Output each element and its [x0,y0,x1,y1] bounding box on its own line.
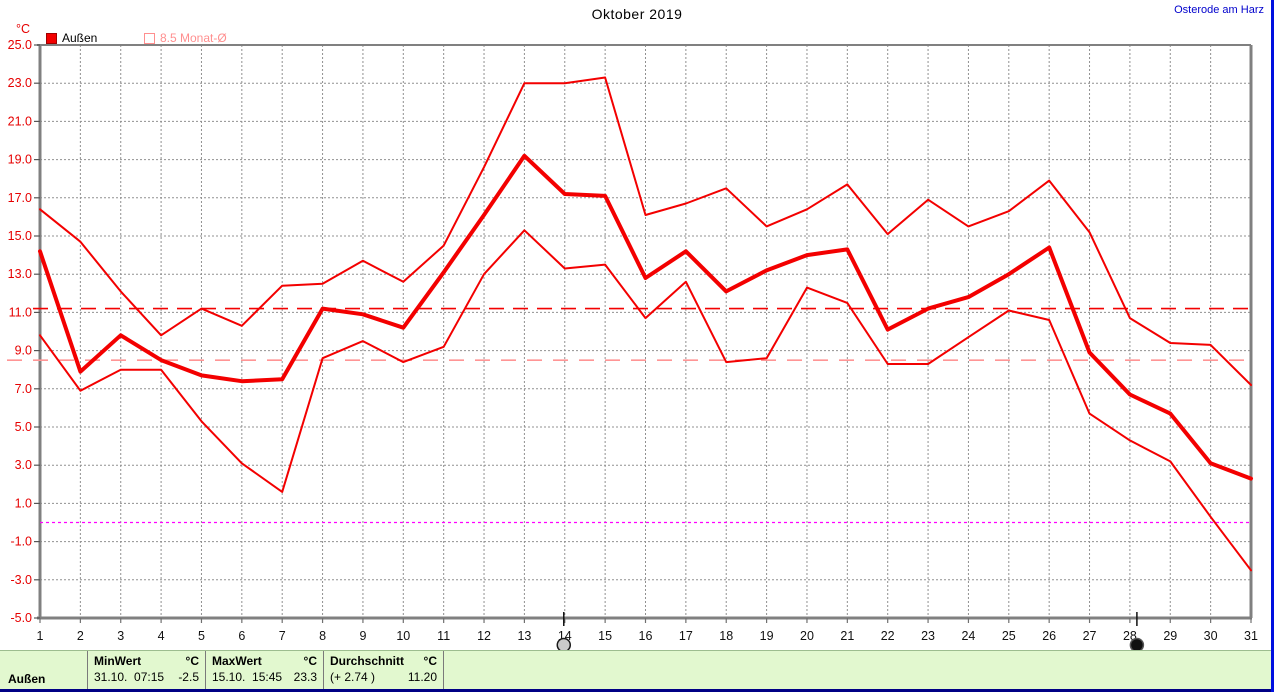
x-tick-label: 4 [158,629,165,643]
station-name: Osterode am Harz [1174,4,1264,16]
y-tick-label: 9.0 [15,344,32,358]
minwert-unit: °C [185,654,199,668]
minwert-value: -2.5 [178,670,199,684]
x-tick-label: 29 [1163,629,1177,643]
x-tick-label: 12 [477,629,491,643]
y-tick-label: 7.0 [15,382,32,396]
maxwert-unit: °C [303,654,317,668]
y-tick-label: 3.0 [15,458,32,472]
x-tick-label: 16 [639,629,653,643]
durchschnitt-value: 11.20 [407,670,437,684]
summary-table: Außen MinWert °C 31.10. 07:15 -2.5 MaxWe… [0,650,1274,691]
summary-maxwert-cell: MaxWert °C 15.10. 15:45 23.3 [206,651,324,691]
x-tick-label: 31 [1244,629,1258,643]
daily-mean-line [38,153,1253,481]
x-tick-label: 23 [921,629,935,643]
x-tick-label: 11 [437,629,450,643]
x-tick-label: 3 [117,629,124,643]
x-tick-label: 27 [1083,629,1097,643]
y-tick-label: 19.0 [8,153,32,167]
summary-minwert-cell: MinWert °C 31.10. 07:15 -2.5 [88,651,206,691]
y-tick-label: 23.0 [8,76,32,90]
y-tick-label: -1.0 [10,535,32,549]
summary-row-label: Außen [8,672,46,686]
x-tick-label: 15 [598,629,612,643]
x-tick-label: 6 [238,629,245,643]
checked-swatch-icon [46,32,57,44]
y-tick-label: -3.0 [10,573,32,587]
y-tick-label: 5.0 [15,420,32,434]
x-tick-label: 5 [198,629,205,643]
y-tick-label: -5.0 [10,611,32,625]
x-tick-label: 2 [77,629,84,643]
maxwert-header: MaxWert [212,654,262,668]
legend-item-monats-mittel[interactable]: 8.5 Monat-Ø [144,31,227,45]
daily-min-line [39,229,1252,572]
x-tick-label: 20 [800,629,814,643]
minwert-header: MinWert [94,654,142,668]
maxwert-datetime: 15.10. 15:45 [212,670,283,684]
x-tick-label: 1 [37,629,44,643]
durchschnitt-unit: °C [423,654,437,668]
y-tick-label: 13.0 [8,267,32,281]
unchecked-swatch-icon [144,32,155,44]
legend-label: Außen [62,31,98,45]
x-tick-label: 18 [719,629,733,643]
x-tick-label: 9 [359,629,366,643]
y-tick-label: 15.0 [8,229,32,243]
legend-label: 8.5 Monat-Ø [160,31,227,45]
maxwert-value: 23.3 [293,670,317,684]
x-tick-label: 26 [1042,629,1056,643]
minwert-datetime: 31.10. 07:15 [94,670,165,684]
durchschnitt-delta: (+ 2.74 ) [330,670,376,684]
x-tick-label: 30 [1204,629,1218,643]
durchschnitt-header: Durchschnitt [330,654,405,668]
page-title: Oktober 2019 [591,6,683,22]
temperature-chart: 25.023.021.019.017.015.013.011.09.07.05.… [7,22,1258,653]
y-tick-label: 1.0 [15,496,32,510]
y-tick-label: 11.0 [9,305,32,319]
y-tick-label: 21.0 [8,114,32,128]
x-tick-label: 17 [679,629,693,643]
x-tick-label: 13 [517,629,531,643]
daily-max-line [39,76,1252,386]
window-bottom-border [0,689,1274,692]
x-tick-label: 22 [881,629,895,643]
y-tick-label: 17.0 [8,191,32,205]
summary-row-label-cell: Außen [0,651,88,691]
x-tick-label: 8 [319,629,326,643]
x-tick-label: 10 [396,629,410,643]
x-tick-label: 19 [760,629,774,643]
y-axis-unit: °C [16,22,30,36]
summary-durchschnitt-cell: Durchschnitt °C (+ 2.74 ) 11.20 [324,651,444,691]
x-tick-label: 21 [840,629,854,643]
x-tick-label: 25 [1002,629,1016,643]
legend-item-aussen[interactable]: Außen [46,31,97,45]
window-right-border [1271,0,1274,692]
y-tick-label: 25.0 [8,38,32,52]
x-tick-label: 7 [279,629,286,643]
x-tick-label: 24 [961,629,975,643]
